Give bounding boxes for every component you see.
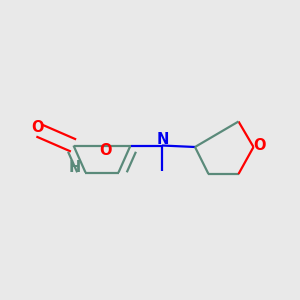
Text: O: O (253, 138, 266, 153)
Text: H: H (69, 160, 81, 175)
Text: O: O (31, 120, 44, 135)
Text: O: O (99, 143, 111, 158)
Text: N: N (156, 132, 169, 147)
